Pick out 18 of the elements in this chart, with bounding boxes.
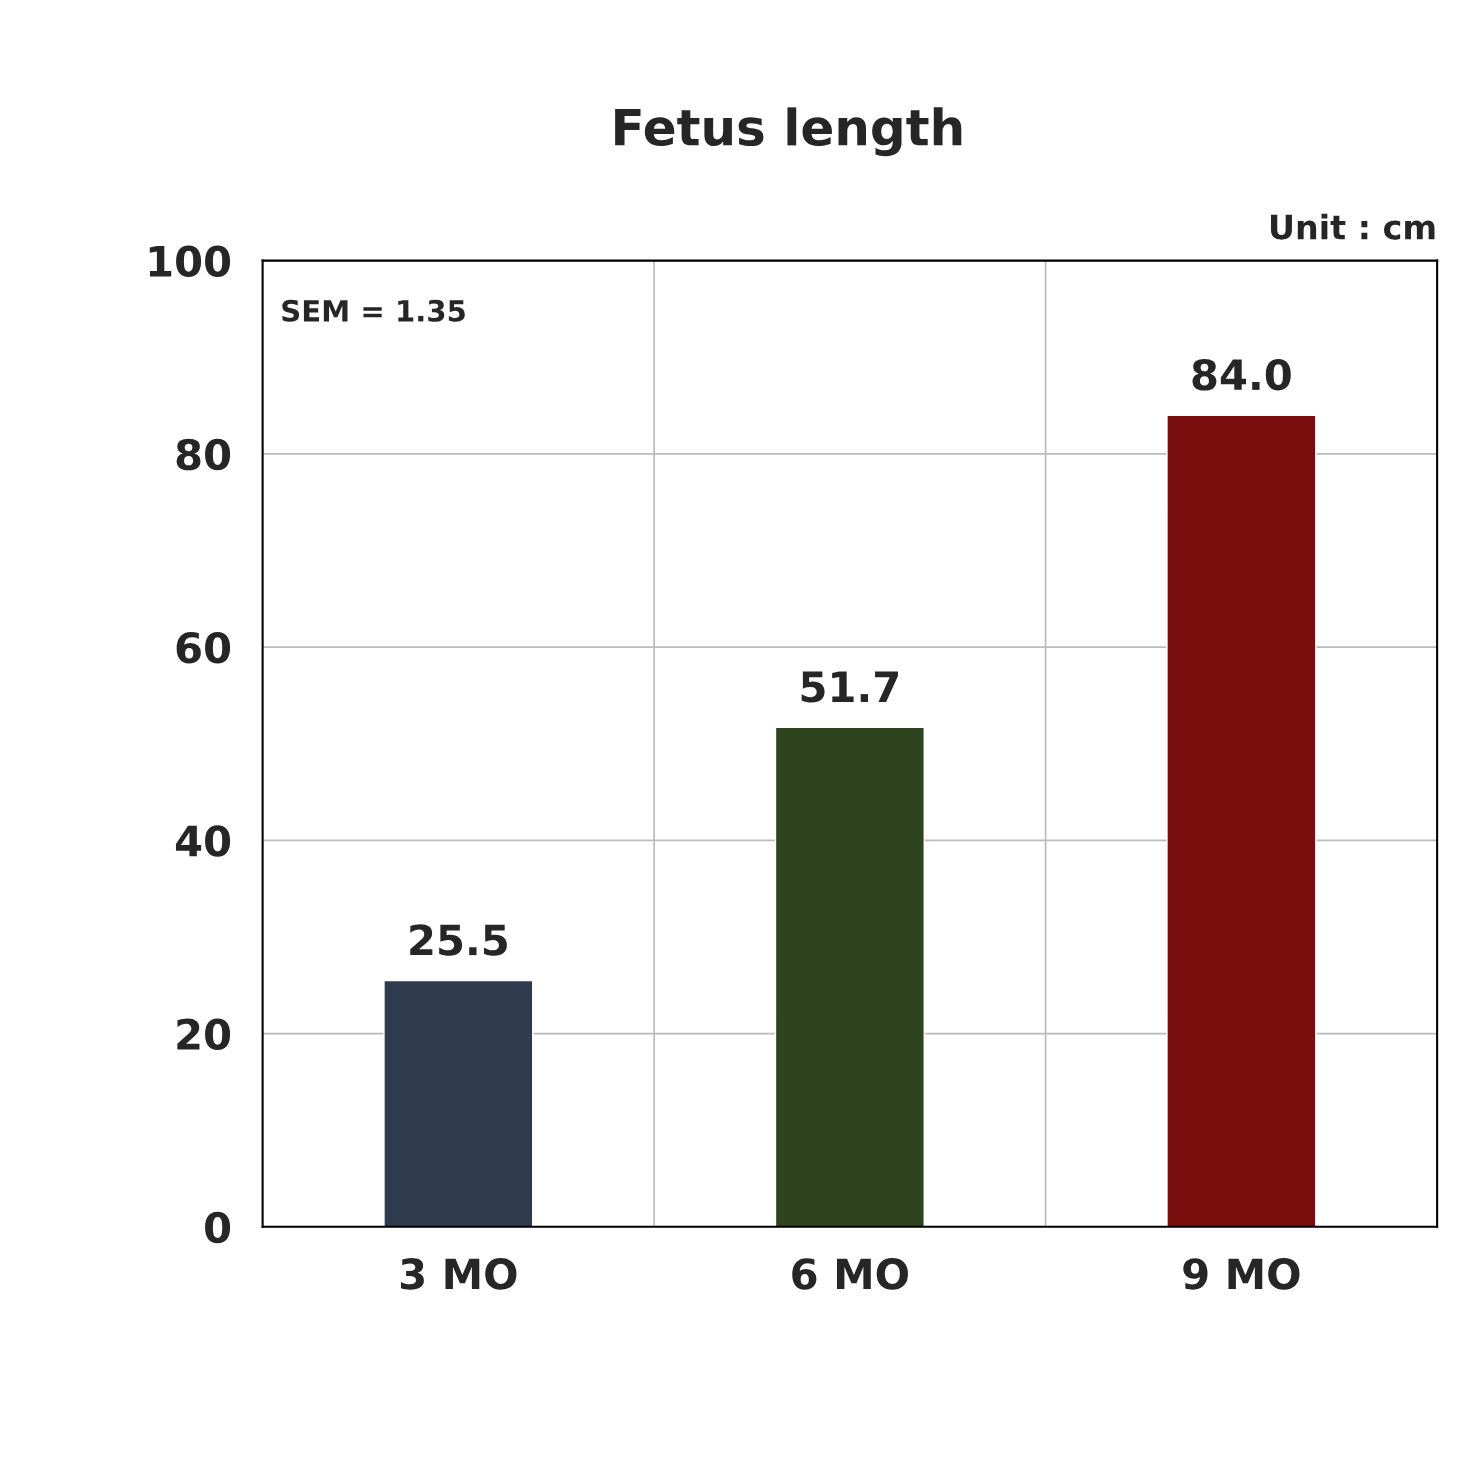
data-label: 51.7 — [801, 671, 898, 703]
y-tick-label: 80 — [176, 438, 231, 471]
chart-title: Fetus length — [615, 107, 962, 157]
y-tick-label: 60 — [176, 631, 231, 664]
data-label: 84.0 — [1192, 358, 1291, 391]
x-tick-label: 9 MO — [1183, 1258, 1300, 1290]
annotation: SEM = 1.35 — [282, 299, 465, 322]
text: Unit : cm — [1270, 213, 1435, 240]
y-tick-label: 20 — [177, 1018, 231, 1051]
y-tick-label: 100 — [149, 245, 231, 278]
x-tick-label: 6 MO — [792, 1258, 908, 1290]
y-tick-label: 0 — [205, 1211, 231, 1244]
data-label: 25.5 — [410, 924, 507, 956]
bar — [774, 726, 925, 1227]
y-tick-label: 40 — [175, 825, 231, 857]
bar — [383, 979, 534, 1227]
bar — [1166, 414, 1317, 1227]
x-tick-label: 3 MO — [400, 1258, 517, 1290]
